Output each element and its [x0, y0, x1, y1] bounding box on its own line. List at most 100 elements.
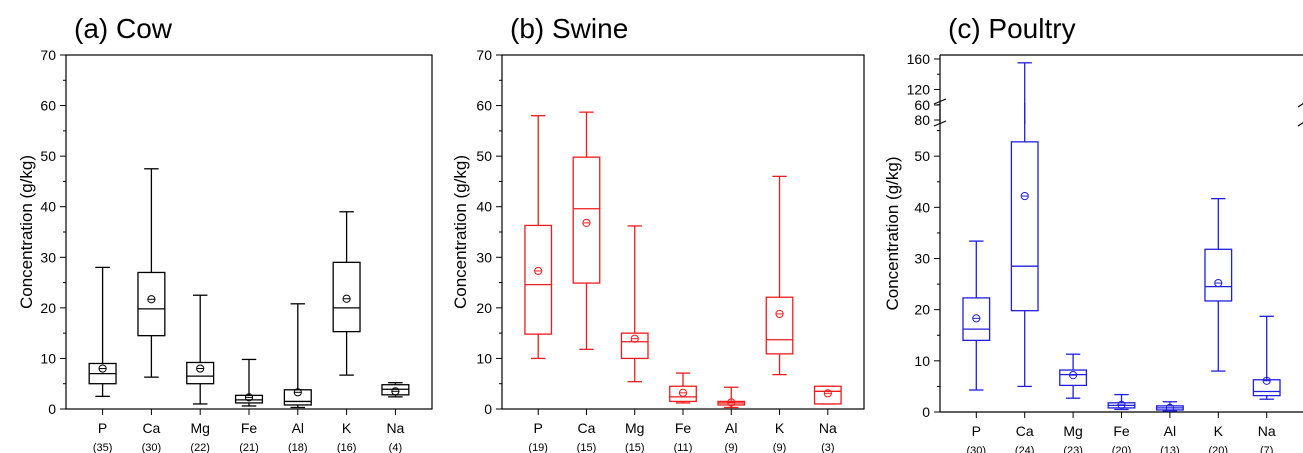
axis-break-mark — [1297, 102, 1303, 127]
iqr-box — [234, 394, 264, 404]
y-tick-label: 40 — [476, 199, 492, 215]
box-p — [962, 240, 991, 391]
sample-count-k: (16) — [337, 442, 357, 453]
x-tick-label-k: K — [342, 420, 352, 436]
x-tick-label-p: P — [534, 420, 543, 436]
box-al — [1155, 401, 1184, 413]
y-tick-label: 30 — [40, 249, 56, 265]
y-tick-label: 50 — [40, 148, 56, 164]
box-na — [1252, 315, 1281, 400]
sample-count-ca: (30) — [142, 442, 162, 453]
iqr-box — [572, 156, 601, 284]
iqr-box — [1010, 141, 1039, 312]
x-tick-label-p: P — [98, 420, 107, 436]
iqr-box — [332, 261, 361, 333]
y-tick-label: 60 — [40, 98, 56, 114]
x-tick-label-mg: Mg — [190, 420, 209, 436]
x-tick-label-ca: Ca — [142, 420, 160, 436]
iqr-box — [765, 296, 794, 355]
x-tick-label-ca: Ca — [1016, 423, 1034, 439]
y-tick-label: 70 — [40, 47, 56, 63]
chart-panel-3: (c) Poultry Concentration (g/kg) 0 10 20 30 40… — [883, 13, 1303, 453]
box-mg — [620, 225, 649, 383]
sample-count-k: (9) — [773, 442, 786, 453]
y-tick-label: 50 — [476, 148, 492, 164]
y-tick-label: 70 — [476, 47, 492, 63]
y-tick-label: 20 — [476, 300, 492, 316]
x-tick-label-ca: Ca — [578, 420, 596, 436]
iqr-box — [962, 297, 991, 342]
iqr-box — [620, 332, 649, 360]
sample-count-ca: (24) — [1015, 445, 1035, 453]
box-k — [1204, 197, 1233, 372]
sample-count-p: (35) — [93, 442, 113, 453]
y-tick-label: 80 — [914, 112, 930, 128]
y-tick-label: 10 — [40, 350, 56, 366]
y-tick-label: 0 — [48, 401, 56, 417]
x-tick-label-k: K — [1214, 423, 1224, 439]
box-al — [717, 386, 746, 409]
y-tick-label: 40 — [40, 199, 56, 215]
x-tick-label-fe: Fe — [675, 420, 692, 436]
box-k — [332, 211, 361, 376]
iqr-box — [186, 361, 215, 385]
y-tick-label: 30 — [914, 251, 930, 267]
box-fe — [234, 358, 264, 407]
sample-count-na: (3) — [821, 442, 834, 453]
y-tick-label: 0 — [922, 404, 930, 420]
iqr-box — [524, 224, 553, 335]
y-tick-label: 60 — [914, 97, 930, 113]
sample-count-mg: (22) — [190, 442, 210, 453]
x-tick-label-al: Al — [725, 420, 737, 436]
y-tick-label: 0 — [484, 401, 492, 417]
y-tick-label: 10 — [914, 353, 930, 369]
y-tick-label: 20 — [914, 302, 930, 318]
sample-count-al: (18) — [288, 442, 308, 453]
chart-title: (a) Cow — [74, 13, 173, 44]
box-na — [381, 382, 410, 398]
y-tick-label: 120 — [907, 82, 931, 98]
sample-count-p: (19) — [528, 442, 548, 453]
x-tick-label-k: K — [775, 420, 785, 436]
box-al — [283, 303, 312, 409]
x-tick-label-al: Al — [1164, 423, 1176, 439]
sample-count-fe: (21) — [239, 442, 259, 453]
y-tick-label: 60 — [476, 98, 492, 114]
plot-frame — [65, 54, 433, 410]
box-fe — [1107, 393, 1136, 411]
y-tick-label: 30 — [476, 249, 492, 265]
sample-count-p: (30) — [967, 445, 987, 453]
axis-break-mark — [933, 98, 947, 105]
y-tick-label: 10 — [476, 350, 492, 366]
box-fe — [669, 372, 697, 404]
iqr-box — [137, 271, 166, 337]
sample-count-mg: (23) — [1063, 445, 1083, 453]
sample-count-k: (20) — [1209, 445, 1229, 453]
box-p — [524, 115, 553, 360]
box-ca — [1010, 62, 1039, 388]
sample-count-na: (7) — [1260, 445, 1273, 453]
axis-break-mark — [933, 120, 947, 127]
x-tick-label-p: P — [972, 423, 981, 439]
iqr-box — [813, 385, 842, 405]
y-axis-label: Concentration (g/kg) — [451, 155, 470, 309]
chart-title: (b) Swine — [510, 13, 628, 44]
chart-panel-2: (b) Swine Concentration (g/kg) 0 10 20 30 40 50… — [451, 13, 865, 453]
box-mg — [1059, 353, 1088, 399]
y-axis-label: Concentration (g/kg) — [883, 156, 902, 310]
sample-count-ca: (15) — [577, 442, 597, 453]
iqr-box — [1252, 379, 1281, 397]
y-tick-label: 20 — [40, 300, 56, 316]
sample-count-fe: (11) — [674, 442, 693, 453]
x-tick-label-al: Al — [292, 420, 304, 436]
box-mg — [186, 294, 215, 405]
x-tick-label-fe: Fe — [241, 420, 258, 436]
box-p — [88, 266, 117, 398]
box-ca — [572, 111, 601, 350]
x-tick-label-na: Na — [386, 420, 404, 436]
chart-panel-1: (a) Cow Concentration (g/kg) 0 10 20 30 40 50 60… — [17, 13, 433, 453]
iqr-box — [669, 385, 697, 403]
x-tick-label-mg: Mg — [625, 420, 644, 436]
chart-title: (c) Poultry — [948, 13, 1076, 44]
